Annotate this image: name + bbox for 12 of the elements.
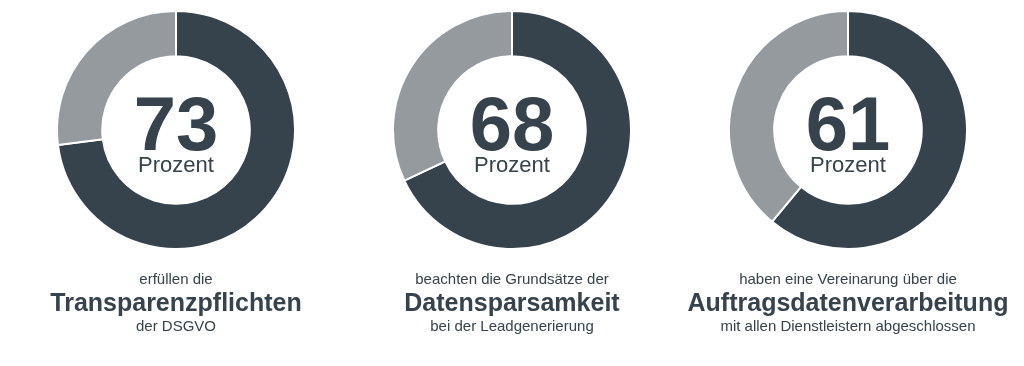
text: haben eine Vereinarung über die	[739, 270, 957, 287]
text: Prozent	[810, 152, 886, 177]
text: bei der Leadgenerierung	[430, 317, 594, 334]
text: beachten die Grundsätze der	[415, 270, 609, 287]
text: Transparenzpflichten	[50, 287, 302, 317]
text: Prozent	[474, 152, 550, 177]
text: Datensparsamkeit	[404, 287, 620, 317]
text: mit allen Dienstleistern abgeschlossen	[720, 317, 976, 334]
text: Auftragsdatenverarbeitung	[687, 287, 1009, 317]
text: der DSGVO	[135, 317, 217, 334]
text: erfüllen die	[139, 270, 213, 287]
text: Prozent	[138, 152, 214, 177]
